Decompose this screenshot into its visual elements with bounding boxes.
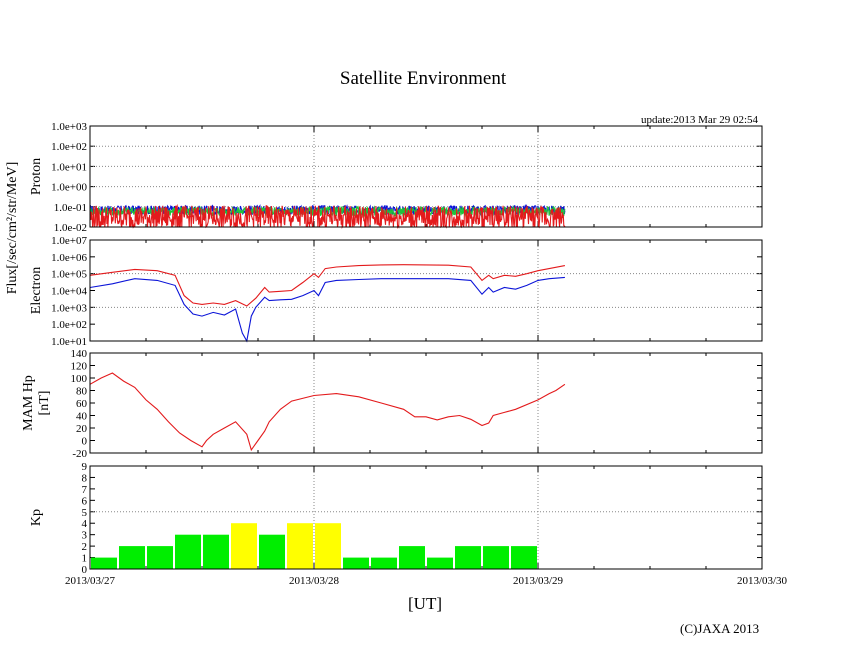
kp-bar: [175, 534, 201, 569]
kp-bar: [119, 546, 145, 569]
y-tick-label: 5: [82, 507, 88, 519]
series-line-0: [89, 264, 566, 307]
kp-bar: [483, 546, 509, 569]
y-tick-label: 9: [82, 461, 88, 473]
y-tick-label: 1.0e+06: [51, 252, 87, 264]
kp-bar: [147, 546, 173, 569]
y-tick-label: 1.0e-02: [54, 222, 87, 234]
x-axis-label: [UT]: [408, 594, 442, 613]
kp-bar: [287, 523, 313, 569]
chart-title: Satellite Environment: [339, 68, 507, 89]
y-tick-label: 7: [82, 484, 88, 496]
panel-electron: 1.0e+01 1.0e+02 1.0e+03 1.0e+04 1.0e+05 1.0e+…: [29, 235, 763, 348]
y-tick-label: 2: [82, 541, 88, 553]
copyright: (C)JAXA 2013: [680, 621, 760, 636]
panel-frame: [89, 465, 763, 570]
x-tick-label: 2013/03/29: [513, 575, 564, 587]
y-tick-label: 8: [82, 472, 88, 484]
kp-bar: [511, 546, 537, 569]
series-line-1: [89, 276, 565, 343]
kp-bar: [91, 557, 117, 569]
shared-y-label: Flux[/sec/cm²/str/MeV]: [5, 162, 20, 295]
x-tick-label: 2013/03/30: [737, 575, 788, 587]
panel-y-label: Kp: [29, 509, 44, 526]
y-tick-label: 3: [82, 530, 88, 542]
kp-bar: [399, 546, 425, 569]
y-tick-label: 0: [82, 436, 88, 448]
kp-bar: [231, 523, 257, 569]
x-tick-labels: 2013/03/27 2013/03/28 2013/03/29 2013/03/30: [65, 575, 788, 587]
y-tick-label: 1.0e+01: [51, 336, 87, 348]
kp-bar: [371, 557, 397, 569]
series-line-2: [89, 204, 566, 230]
panel-frame: [89, 125, 763, 228]
x-tick-label: 2013/03/27: [65, 575, 116, 587]
y-tick-label: 1: [82, 553, 88, 565]
y-tick-label: 40: [76, 411, 88, 423]
y-tick-label: 120: [71, 361, 88, 373]
x-tick-label: 2013/03/28: [289, 575, 340, 587]
y-tick-label: 6: [82, 495, 88, 507]
y-tick-label: 140: [71, 348, 88, 360]
panel-y-label: Proton: [29, 158, 44, 195]
kp-bar: [203, 534, 229, 569]
panels: 1.0e-021.0e-011.0e+001.0e+011.0e+021.0e+…: [21, 121, 763, 576]
kp-bar: [315, 523, 341, 569]
y-tick-label: 0: [82, 564, 88, 576]
panel-y-label: [nT]: [37, 391, 52, 416]
y-tick-label: 1.0e+00: [51, 182, 87, 194]
panel-y-label: MAM Hp: [21, 375, 36, 431]
series-line-0: [89, 372, 566, 452]
y-tick-label: 1.0e+03: [51, 121, 87, 133]
panel-frame: [89, 352, 763, 454]
y-tick-label: 1.0e-01: [54, 202, 87, 214]
y-tick-label: 60: [76, 398, 88, 410]
kp-bar: [259, 534, 285, 569]
update-timestamp: update:2013 Mar 29 02:54: [641, 114, 759, 126]
y-tick-label: 1.0e+05: [51, 269, 87, 281]
y-tick-label: 4: [82, 518, 88, 530]
y-tick-label: 1.0e+01: [51, 161, 87, 173]
y-tick-label: 1.0e+02: [51, 141, 87, 153]
y-tick-label: 80: [76, 386, 88, 398]
y-tick-label: -20: [72, 448, 87, 460]
y-tick-label: 1.0e+03: [51, 302, 87, 314]
kp-bar: [343, 557, 369, 569]
y-tick-label: 100: [71, 373, 88, 385]
y-tick-label: 1.0e+02: [51, 319, 87, 331]
y-tick-label: 1.0e+07: [51, 235, 87, 247]
y-tick-label: 1.0e+04: [51, 286, 87, 298]
kp-bar: [427, 557, 453, 569]
panel-y-label: Electron: [29, 267, 44, 314]
y-tick-label: 20: [76, 423, 88, 435]
panel-proton: 1.0e-02 1.0e-01 1.0e+00 1.0e+01 1.0e+02 1.0e+…: [29, 121, 763, 234]
panel-frame: [89, 239, 763, 342]
kp-bar: [455, 546, 481, 569]
